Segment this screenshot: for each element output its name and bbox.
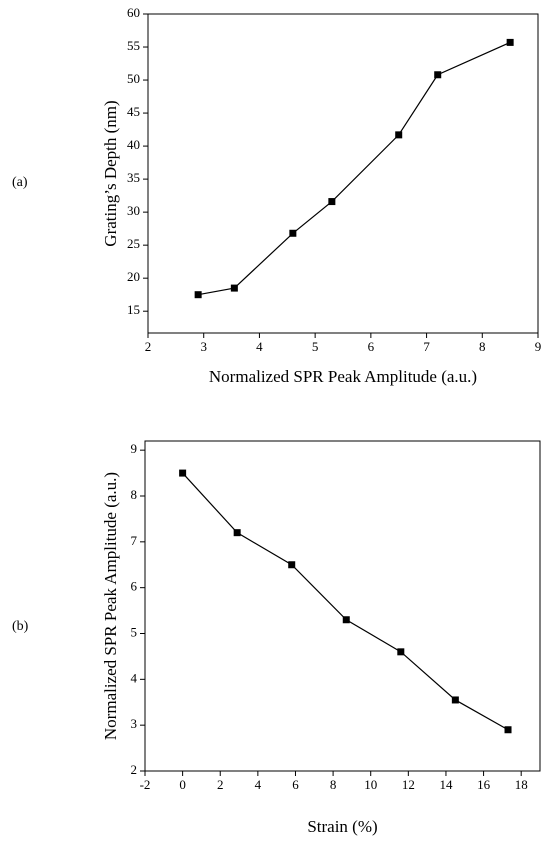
y-tick-label: 20	[127, 269, 140, 284]
marker	[434, 71, 442, 79]
data-line	[182, 472, 509, 731]
x-axis-title: Normalized SPR Peak Amplitude (a.u.)	[209, 367, 477, 386]
panel-label: (a)	[12, 175, 28, 190]
x-tick-label: 14	[439, 777, 453, 792]
x-tick-label: 3	[200, 339, 207, 354]
y-tick-label: 6	[131, 579, 138, 594]
y-tick-label: 35	[127, 170, 140, 185]
x-tick-label: 8	[330, 777, 337, 792]
y-tick-label: 40	[127, 137, 140, 152]
marker	[233, 529, 241, 537]
marker	[506, 38, 514, 46]
marker	[451, 696, 459, 704]
x-tick-label: 7	[423, 339, 430, 354]
x-tick-label: 5	[312, 339, 319, 354]
x-tick-label: 8	[479, 339, 486, 354]
marker	[288, 561, 296, 569]
plot-frame	[144, 440, 541, 772]
marker	[179, 469, 187, 477]
x-tick-label: 2	[217, 777, 224, 792]
y-tick-label: 9	[131, 441, 138, 456]
y-tick-label: 2	[131, 762, 138, 777]
y-tick-label: 50	[127, 71, 140, 86]
marker	[194, 291, 202, 299]
data-line	[198, 41, 511, 296]
plot-frame	[147, 13, 539, 334]
y-axis-title: Normalized SPR Peak Amplitude (a.u.)	[101, 472, 120, 740]
x-tick-label: 6	[292, 777, 299, 792]
x-tick-label: -2	[140, 777, 151, 792]
x-tick-label: 0	[179, 777, 186, 792]
x-tick-label: 6	[368, 339, 375, 354]
marker	[504, 726, 512, 734]
marker	[230, 284, 238, 292]
y-tick-label: 55	[127, 38, 140, 53]
x-tick-label: 10	[364, 777, 377, 792]
x-tick-label: 18	[515, 777, 528, 792]
y-tick-label: 5	[131, 624, 138, 639]
y-tick-label: 25	[127, 236, 140, 251]
x-axis-title: Strain (%)	[307, 817, 377, 836]
y-tick-label: 45	[127, 104, 140, 119]
y-axis-title: Grating’s Depth (nm)	[101, 100, 120, 246]
y-tick-label: 4	[131, 670, 138, 685]
y-tick-label: 15	[127, 302, 140, 317]
y-tick-label: 3	[131, 716, 138, 731]
x-tick-label: 2	[145, 339, 152, 354]
marker	[289, 229, 297, 237]
x-tick-label: 12	[402, 777, 415, 792]
x-tick-label: 4	[255, 777, 262, 792]
x-tick-label: 9	[535, 339, 542, 354]
marker	[395, 131, 403, 139]
y-tick-label: 7	[131, 533, 138, 548]
marker	[328, 198, 336, 206]
y-tick-label: 30	[127, 203, 140, 218]
x-tick-label: 16	[477, 777, 491, 792]
marker	[397, 648, 405, 656]
y-tick-label: 60	[127, 5, 140, 20]
x-tick-label: 4	[256, 339, 263, 354]
y-tick-label: 8	[131, 487, 138, 502]
panel-label: (b)	[12, 619, 29, 634]
marker	[342, 616, 350, 624]
